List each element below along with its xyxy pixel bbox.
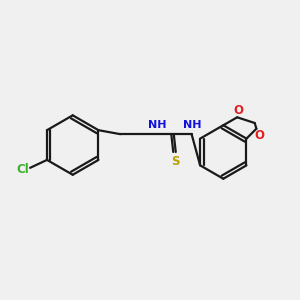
Text: Cl: Cl — [17, 163, 30, 176]
Text: NH: NH — [183, 120, 202, 130]
Text: O: O — [254, 129, 264, 142]
Text: O: O — [233, 104, 243, 117]
Text: NH: NH — [148, 120, 166, 130]
Text: S: S — [172, 155, 180, 168]
